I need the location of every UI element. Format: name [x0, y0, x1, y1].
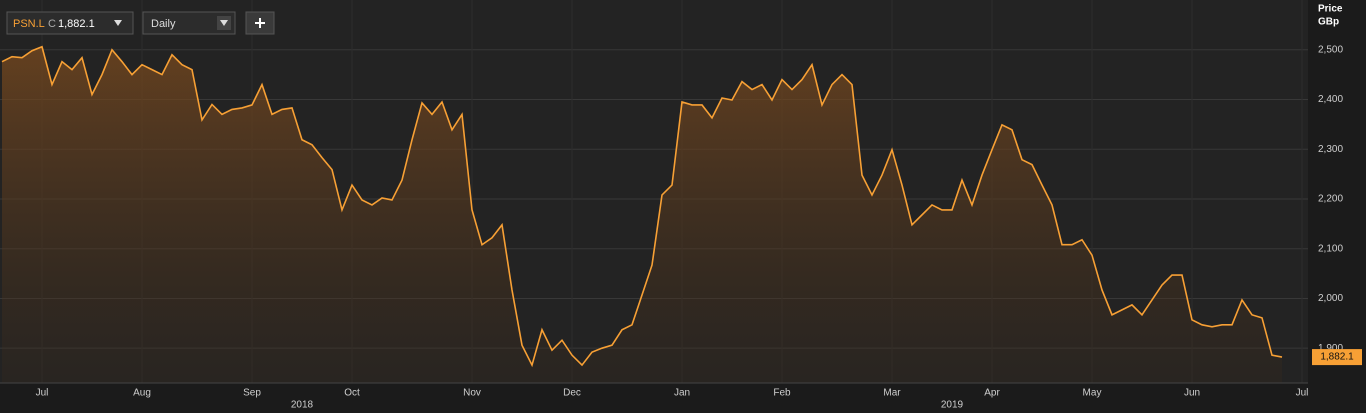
axis-title: Price — [1318, 4, 1343, 15]
dropdown-arrow — [220, 20, 228, 26]
close-value: 1,882.1 — [58, 18, 95, 30]
x-tick-label: May — [1083, 388, 1102, 399]
x-tick-label: Dec — [563, 388, 581, 399]
last-price-badge — [1312, 349, 1362, 366]
interval: Daily — [151, 18, 176, 30]
x-tick-label: Feb — [773, 388, 791, 399]
year-label: 2019 — [941, 400, 964, 411]
x-tick-label: Jul — [36, 388, 49, 399]
x-tick-label: Oct — [344, 388, 360, 399]
x-tick-label: Jan — [674, 388, 690, 399]
y-tick-label: 2,100 — [1318, 243, 1343, 254]
price-line — [1, 45, 1283, 368]
x-tick-label: Nov — [463, 388, 481, 399]
close-prefix: C — [48, 18, 56, 30]
year-label: 2018 — [291, 400, 314, 411]
axis-title: GBp — [1318, 17, 1339, 28]
last-price-label: 1,882.1 — [1320, 352, 1354, 363]
y-axis-area — [1308, 0, 1366, 413]
interval-box[interactable] — [142, 11, 236, 35]
x-tick-label: Aug — [133, 388, 151, 399]
x-tick-label: Jun — [1184, 388, 1200, 399]
symbol-box[interactable] — [6, 11, 134, 35]
y-tick-label: 2,200 — [1318, 194, 1343, 205]
area — [2, 46, 1282, 383]
symbol: PSN.L — [13, 18, 45, 30]
y-tick-label: 2,500 — [1318, 44, 1343, 55]
x-tick-label: Sep — [243, 388, 261, 399]
y-tick-label: 2,300 — [1318, 144, 1343, 155]
y-tick-label: 1,900 — [1318, 343, 1343, 354]
dropdown-arrow — [114, 20, 122, 26]
y-tick-label: 2,400 — [1318, 94, 1343, 105]
y-tick-label: 2,000 — [1318, 293, 1343, 304]
x-tick-label: Apr — [984, 388, 1000, 399]
x-tick-label: Mar — [883, 388, 901, 399]
x-tick-label: Jul — [1296, 388, 1309, 399]
plus-icon — [255, 18, 265, 28]
